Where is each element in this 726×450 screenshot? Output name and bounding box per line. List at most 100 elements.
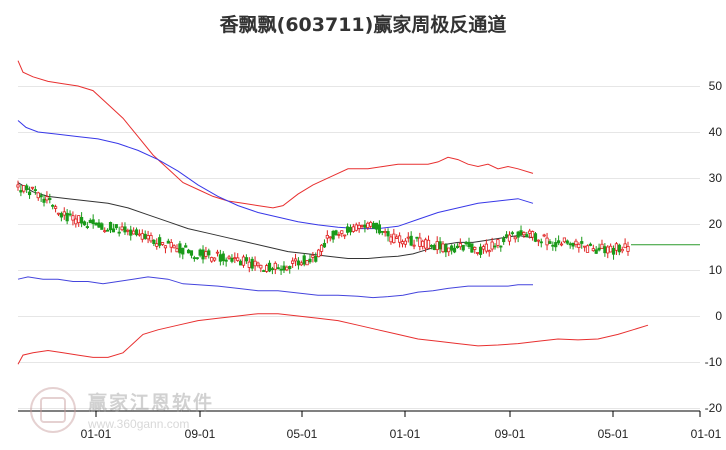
candle-body — [522, 232, 526, 236]
candle-body — [250, 258, 254, 269]
candle-body — [134, 229, 139, 236]
candle-body — [48, 198, 52, 200]
candle-body — [42, 198, 46, 203]
candle-body — [597, 247, 601, 251]
candle-body — [160, 242, 165, 245]
candle-body — [30, 186, 35, 189]
candle-body — [88, 220, 92, 224]
candle-body — [467, 242, 471, 248]
candle-body — [82, 221, 87, 226]
candle-body — [270, 268, 275, 271]
candle-body — [311, 254, 315, 258]
candle-body — [571, 242, 575, 247]
x-tick-label: 05-01 — [287, 427, 318, 441]
candle-body — [143, 233, 147, 239]
candle-body — [265, 265, 269, 272]
candle-body — [580, 241, 584, 244]
watermark-logo-icon — [30, 387, 76, 433]
x-tick-label: 05-01 — [598, 427, 629, 441]
y-tick-label: 40 — [709, 125, 723, 139]
candle-body — [123, 226, 127, 233]
candle-body — [481, 246, 486, 250]
candle-body — [241, 256, 246, 266]
candle-body — [186, 249, 191, 254]
y-tick-label: 50 — [709, 79, 723, 93]
y-tick-label: 30 — [709, 171, 723, 185]
candle-body — [366, 222, 370, 229]
candle-body — [525, 234, 529, 238]
candle-body — [371, 223, 376, 229]
candle-body — [542, 234, 546, 237]
watermark: 赢家江恩软件 www.360gann.com — [30, 382, 230, 444]
candle-body — [585, 245, 590, 253]
candle-body — [369, 221, 373, 227]
candle-body — [33, 189, 37, 192]
candle-body — [614, 243, 619, 251]
candle-body — [56, 212, 61, 215]
axes — [18, 86, 701, 417]
candle-body — [426, 239, 431, 249]
candle-body — [224, 259, 228, 262]
candle-body — [565, 240, 569, 244]
candle-body — [126, 229, 130, 232]
candle-body — [68, 213, 72, 216]
candle-body — [204, 251, 208, 257]
candle-body — [429, 245, 434, 247]
candle-body — [360, 225, 364, 227]
candle-body — [432, 244, 436, 251]
candle-body — [233, 257, 237, 260]
candle-body — [574, 240, 578, 246]
candle-body — [227, 256, 231, 259]
candle-body — [496, 239, 500, 246]
candle-body — [296, 260, 301, 266]
candle-body — [132, 230, 136, 235]
candle-body — [415, 236, 419, 239]
candle-body — [36, 192, 40, 199]
candle-body — [383, 231, 387, 234]
candle-body — [288, 266, 292, 269]
candle-body — [53, 206, 58, 209]
x-tick-label: 01-01 — [390, 427, 421, 441]
candle-body — [502, 237, 506, 243]
candle-body — [181, 247, 185, 255]
candle-body — [464, 241, 468, 245]
candle-body — [77, 215, 81, 224]
candle-body — [510, 232, 514, 235]
candle-body — [175, 248, 179, 253]
candle-body — [476, 252, 480, 254]
candle-body — [201, 249, 205, 260]
candle-body — [562, 237, 566, 243]
x-tick-label: 01-01 — [691, 427, 722, 441]
candle-body — [322, 242, 327, 248]
candle-body — [354, 224, 358, 231]
candle-body — [409, 235, 413, 246]
candle-body — [80, 217, 84, 224]
candle-body — [554, 242, 558, 248]
candle-body — [230, 257, 234, 262]
candle-body — [19, 190, 23, 193]
candle-body — [536, 239, 540, 242]
candle-body — [461, 244, 465, 251]
candle-body — [530, 231, 535, 238]
candle-body — [418, 237, 422, 247]
candle-body — [325, 234, 329, 239]
candle-body — [178, 243, 182, 254]
candle-body — [386, 231, 390, 237]
candle-body — [328, 236, 332, 239]
y-tick-label: 10 — [709, 263, 723, 277]
candle-body — [490, 241, 494, 250]
candle-body — [444, 244, 448, 253]
candle-body — [568, 243, 572, 246]
candle-body — [192, 257, 196, 260]
candle-body — [262, 270, 266, 272]
candle-body — [412, 244, 416, 247]
channel-line-2 — [17, 276, 533, 299]
candle-body — [169, 242, 173, 248]
candle-body — [343, 234, 347, 237]
candle-body — [403, 240, 407, 245]
channel-line-4 — [17, 182, 534, 259]
candle-body — [152, 239, 156, 245]
candle-body — [45, 196, 49, 201]
candle-body — [424, 239, 428, 249]
